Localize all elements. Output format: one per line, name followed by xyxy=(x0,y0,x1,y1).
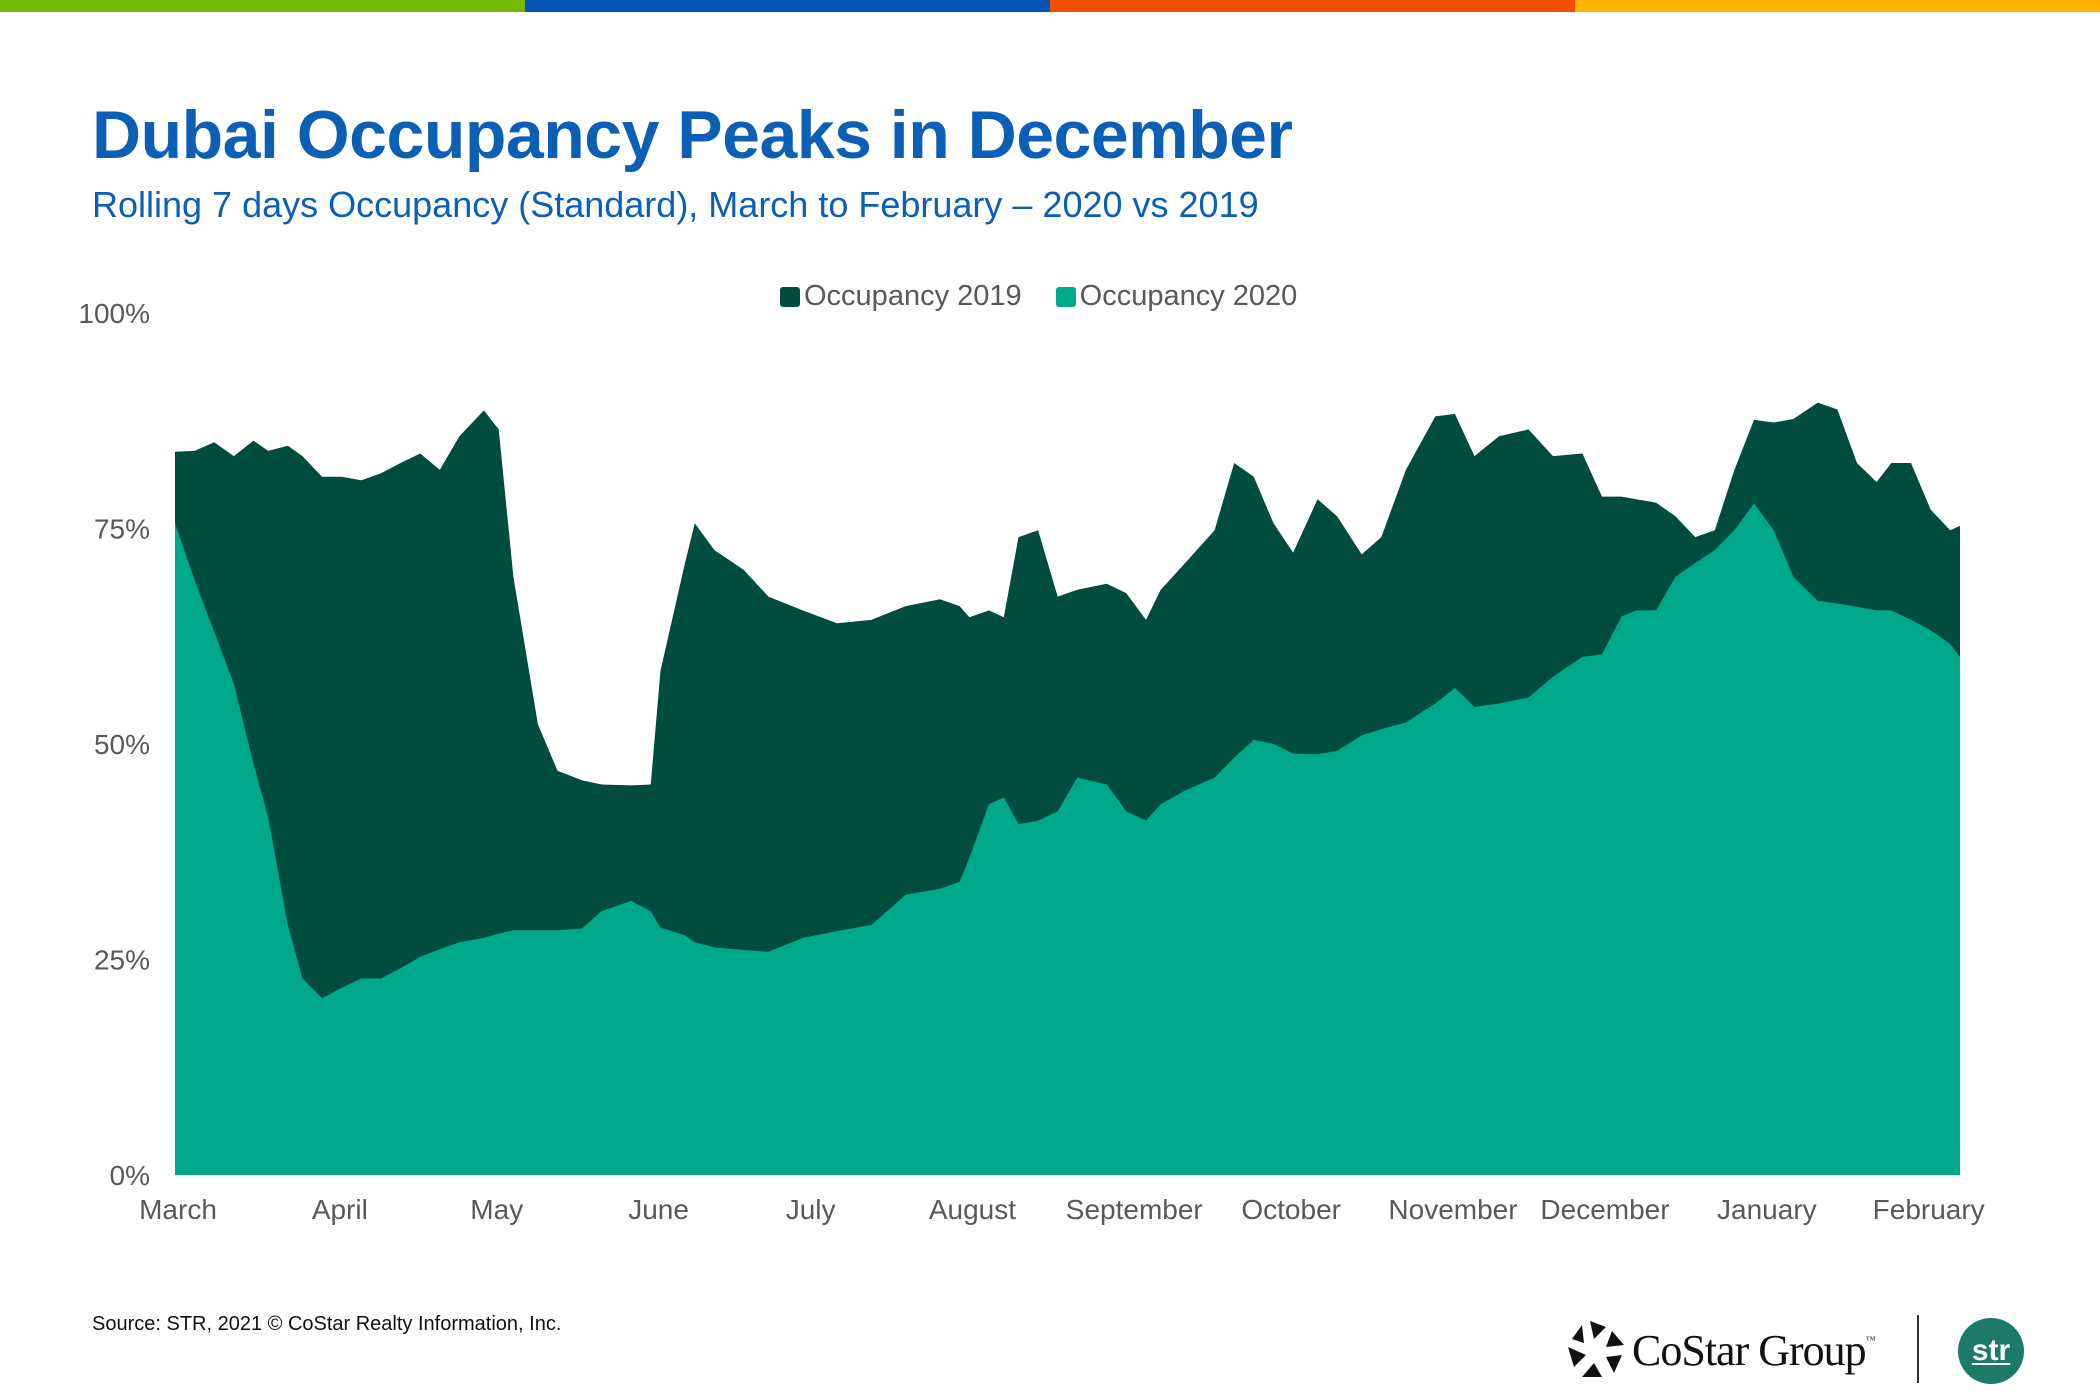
footer-logos: CoStar Group™ str xyxy=(1560,1305,2030,1395)
top-bar-blue xyxy=(525,0,1050,12)
x-tick-label: July xyxy=(786,1194,836,1225)
top-bar-green xyxy=(0,0,525,12)
str-logo: str xyxy=(1958,1318,2024,1384)
top-bar-orange xyxy=(1050,0,1575,12)
y-tick-label: 0% xyxy=(110,1160,150,1191)
x-tick-label: June xyxy=(628,1194,689,1225)
costar-trademark: ™ xyxy=(1865,1335,1876,1346)
y-tick-label: 100% xyxy=(78,298,150,329)
chart-legend: Occupancy 2019 Occupancy 2020 xyxy=(780,280,1297,313)
costar-logo-text: CoStar Group™ xyxy=(1632,1325,1875,1376)
page-title: Dubai Occupancy Peaks in December xyxy=(92,97,1293,173)
logo-divider xyxy=(1917,1315,1919,1383)
page-subtitle: Rolling 7 days Occupancy (Standard), Mar… xyxy=(92,184,1259,225)
x-tick-label: August xyxy=(929,1194,1016,1225)
y-tick-label: 25% xyxy=(94,945,150,976)
x-tick-label: February xyxy=(1873,1194,1985,1225)
area-series-occupancy-2020 xyxy=(175,503,1960,1175)
x-tick-label: November xyxy=(1388,1194,1517,1225)
costar-name: CoStar Group xyxy=(1632,1326,1867,1375)
x-tick-label: January xyxy=(1717,1194,1817,1225)
x-tick-label: April xyxy=(312,1194,368,1225)
legend-item-2020: Occupancy 2020 xyxy=(1055,280,1298,313)
costar-star-icon xyxy=(1568,1321,1624,1377)
x-axis-ticks: March April May June July August September Octo… xyxy=(139,1194,1985,1225)
str-logo-text: str xyxy=(1971,1334,2011,1367)
legend-swatch-2019 xyxy=(780,286,800,307)
top-bar-yellow xyxy=(1575,0,2100,12)
y-axis-ticks: 0% 25% 50% 75% 100% xyxy=(78,298,150,1191)
x-tick-label: December xyxy=(1540,1194,1669,1225)
y-tick-label: 50% xyxy=(94,729,150,760)
legend-label-2020: Occupancy 2020 xyxy=(1079,280,1298,312)
x-tick-label: September xyxy=(1066,1194,1203,1225)
x-tick-label: October xyxy=(1241,1194,1341,1225)
top-color-bar xyxy=(0,0,2100,12)
x-tick-label: May xyxy=(470,1194,523,1225)
x-tick-label: March xyxy=(139,1194,217,1225)
legend-item-2019: Occupancy 2019 xyxy=(780,280,1022,313)
y-tick-label: 75% xyxy=(94,514,150,545)
legend-swatch-2020 xyxy=(1055,286,1076,307)
legend-label-2019: Occupancy 2019 xyxy=(804,280,1022,312)
chart-areas xyxy=(175,402,1960,1176)
source-note: Source: STR, 2021 © CoStar Realty Inform… xyxy=(92,1313,562,1335)
